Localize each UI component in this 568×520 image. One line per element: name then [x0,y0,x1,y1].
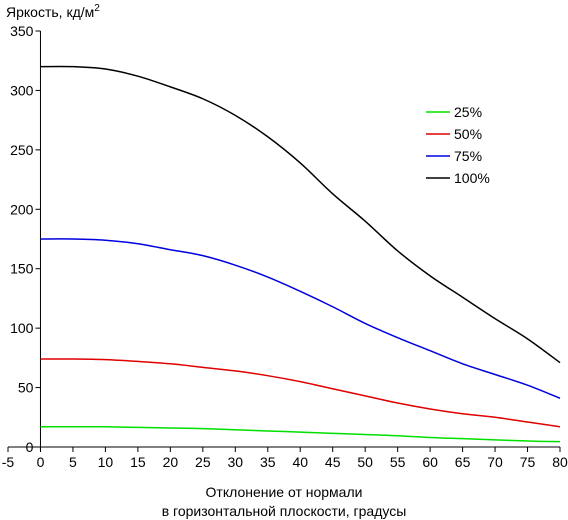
x-tick-label: 45 [325,454,341,470]
legend-label: 25% [454,104,482,120]
legend-label: 75% [454,148,482,164]
x-tick-label: 60 [422,454,438,470]
y-tick-label: 0 [26,439,34,455]
axes [8,31,560,451]
x-axis-title-line-2: в горизонтальной плоскости, градусы [162,503,407,519]
x-tick-label: 30 [228,454,244,470]
y-tick-label: 250 [10,142,34,158]
x-tick-label: 25 [195,454,211,470]
x-tick-label: -5 [2,454,15,470]
x-tick-label: 75 [520,454,536,470]
x-tick-label: 50 [357,454,373,470]
y-tick-label: 350 [10,23,34,39]
x-tick-label: 35 [260,454,276,470]
y-axis-title: Яркость, кд/м2 [6,3,100,20]
y-tick-label: 200 [10,201,34,217]
series-line-75pct [40,238,561,399]
y-tick-label: 50 [18,380,34,396]
x-tick-label: 80 [552,454,568,470]
x-tick-label: 55 [390,454,406,470]
x-tick-label: 15 [130,454,146,470]
y-tick-label: 100 [10,320,34,336]
series-line-100pct [40,65,561,364]
y-tick-label: 150 [10,261,34,277]
x-tick-label: 0 [37,454,45,470]
x-tick-label: 40 [292,454,308,470]
ticks: -5 0 5 10 15 20 25 30 35 40 45 50 55 60 65 70 75 80 0 50 100… [2,23,568,470]
x-tick-label: 10 [98,454,114,470]
series-line-50pct [40,358,561,428]
legend-label: 100% [454,170,490,186]
x-axis-title-line-1: Отклонение от нормали [206,484,363,500]
x-tick-label: 5 [69,454,77,470]
y-axis-title-text: Яркость, кд/м [6,4,94,20]
series-line-25pct [40,426,561,443]
legend-label: 50% [454,126,482,142]
y-tick-label: 300 [10,82,34,98]
x-tick-label: 65 [455,454,471,470]
x-tick-label: 70 [487,454,503,470]
y-axis-title-superscript: 2 [94,3,100,14]
x-tick-label: 20 [163,454,179,470]
legend: 25% 50% 75% 100% [426,104,490,186]
series-group [40,65,561,443]
